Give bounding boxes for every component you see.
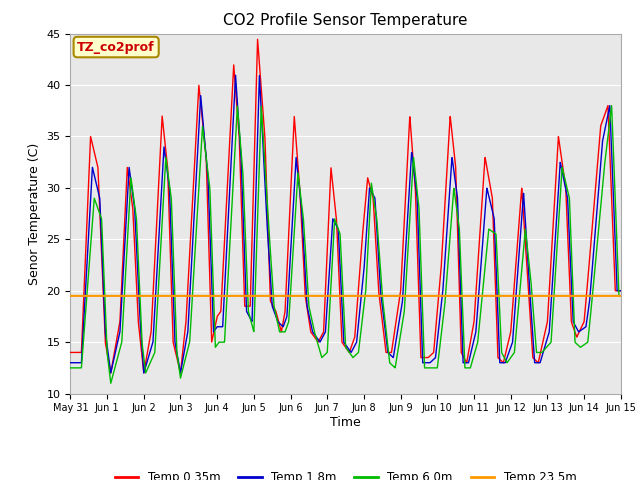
X-axis label: Time: Time bbox=[330, 416, 361, 429]
Text: TZ_co2prof: TZ_co2prof bbox=[77, 40, 155, 54]
Y-axis label: Senor Temperature (C): Senor Temperature (C) bbox=[28, 143, 41, 285]
Legend: Temp 0.35m, Temp 1.8m, Temp 6.0m, Temp 23.5m: Temp 0.35m, Temp 1.8m, Temp 6.0m, Temp 2… bbox=[110, 466, 581, 480]
Title: CO2 Profile Sensor Temperature: CO2 Profile Sensor Temperature bbox=[223, 13, 468, 28]
